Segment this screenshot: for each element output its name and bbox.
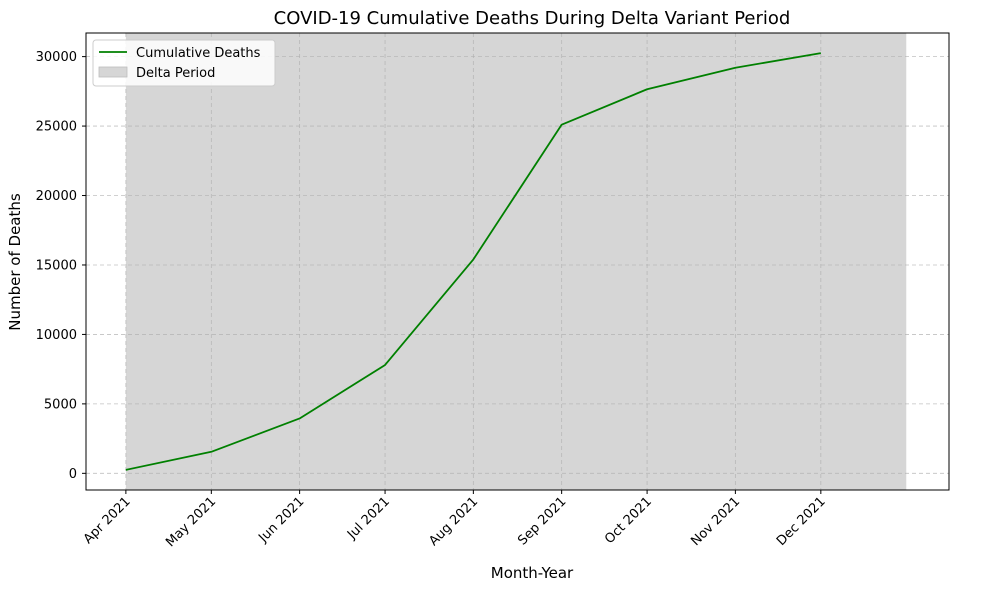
- legend-box: [92, 39, 276, 87]
- y-tick-label: 0: [69, 467, 77, 482]
- legend-label-delta-period: Delta Period: [136, 66, 215, 81]
- y-tick-label: 30000: [36, 50, 77, 65]
- legend-label-cumulative-deaths: Cumulative Deaths: [136, 46, 261, 61]
- legend-swatch-delta-period: [98, 66, 128, 78]
- delta-period-region: [125, 33, 907, 490]
- chart-title: COVID-19 Cumulative Deaths During Delta …: [274, 8, 791, 29]
- y-tick-label: 20000: [36, 189, 77, 204]
- x-axis-title: Month-Year: [491, 564, 574, 582]
- y-tick-label: 25000: [36, 120, 77, 135]
- y-tick-label: 10000: [36, 328, 77, 343]
- y-tick-label: 5000: [44, 397, 77, 412]
- y-axis-title: Number of Deaths: [6, 193, 24, 331]
- axes-frame: [85, 32, 950, 491]
- y-tick-label: 15000: [36, 258, 77, 273]
